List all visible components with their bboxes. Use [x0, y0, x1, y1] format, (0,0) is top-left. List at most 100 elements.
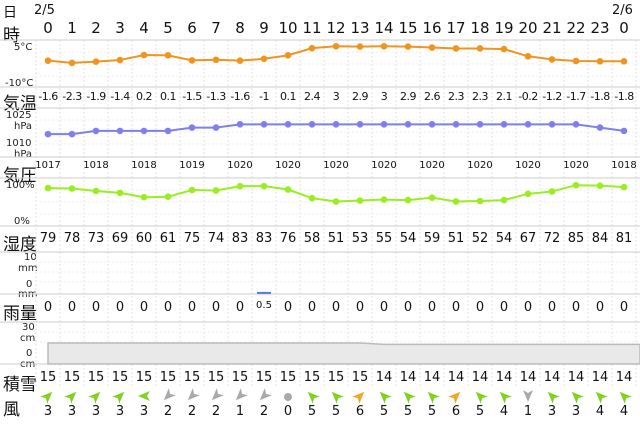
humidity-point: [140, 193, 148, 201]
humidity-value: 83: [255, 231, 273, 246]
wind-speed-value: 3: [91, 404, 101, 419]
snow-value: 15: [135, 370, 153, 385]
rain-value: 0: [619, 300, 629, 315]
wind-direction-icon: [108, 388, 132, 407]
pressure-value: 1020: [419, 160, 445, 171]
humidity-point: [116, 189, 124, 197]
pressure-value: 1020: [371, 160, 397, 171]
humidity-value: 74: [207, 231, 225, 246]
temperature-point: [452, 45, 460, 52]
pressure-point: [212, 124, 220, 131]
temperature-value: -1.4: [110, 90, 130, 103]
snow-value: 15: [327, 370, 345, 385]
temperature-value: -1.8: [614, 90, 634, 103]
pressure-axis-bottom-unit: hPa: [14, 149, 33, 160]
wind-direction-icon: [300, 388, 324, 407]
pressure-point: [44, 130, 52, 138]
temperature-point: [308, 44, 316, 52]
humidity-point: [92, 187, 100, 195]
wind-speed-value: 3: [571, 404, 581, 419]
hour-cell: 0: [43, 19, 53, 37]
snow-value: 15: [255, 370, 273, 385]
wind-speed-value: 3: [547, 404, 557, 419]
humidity-value: 51: [447, 231, 465, 246]
hour-cell: 18: [470, 19, 490, 37]
humidity-point: [236, 182, 244, 190]
rain-value: 0: [523, 300, 533, 315]
hour-cell: 22: [566, 19, 586, 37]
rain-value: 0: [115, 300, 125, 315]
rain-value: 0: [379, 300, 389, 315]
humidity-point: [332, 198, 340, 205]
rain-value: 0: [307, 300, 317, 315]
rain-value: 0: [91, 300, 101, 315]
humidity-axis-bottom: 0%: [14, 216, 30, 227]
rain-axis-top-unit: mm: [18, 263, 38, 274]
humidity-value: 84: [591, 231, 609, 246]
pressure-point: [68, 130, 76, 138]
wind-direction-icon: [132, 388, 156, 407]
hour-cell: 21: [542, 19, 562, 37]
rain-value: 0: [403, 300, 413, 315]
snow-value: 14: [399, 370, 417, 385]
wind-direction-icon: [468, 388, 492, 407]
temperature-value: 2.4: [304, 90, 321, 103]
rain-value: 0: [427, 300, 437, 315]
pressure-axis-bottom: 1010: [6, 138, 32, 149]
snow-value: 15: [279, 370, 297, 385]
humidity-value: 78: [63, 231, 81, 246]
humidity-point: [164, 193, 172, 201]
temperature-value: 0.2: [136, 90, 153, 103]
humidity-point: [452, 198, 460, 205]
temperature-value: 2.6: [424, 90, 441, 103]
humidity-value: 59: [423, 231, 441, 246]
pressure-point: [380, 121, 388, 128]
end-date: 2/6: [612, 3, 633, 18]
temperature-value: 3: [380, 90, 388, 103]
wind-speed-value: 1: [235, 404, 245, 419]
pressure-point: [524, 121, 532, 128]
humidity-value: 60: [135, 231, 153, 246]
rain-value: 0: [595, 300, 605, 315]
day-label: 日: [3, 5, 17, 21]
wind-speed-value: 3: [67, 404, 77, 419]
rain-value: 0.5: [256, 300, 272, 311]
wind-direction-icon: [396, 388, 420, 407]
humidity-value: 55: [375, 231, 393, 246]
rain-value: 0: [331, 300, 341, 315]
snow-value: 14: [423, 370, 441, 385]
wind-speed-value: 2: [211, 404, 221, 419]
temperature-value: -1.6: [38, 90, 58, 103]
pressure-point: [572, 121, 580, 128]
pressure-point: [92, 127, 100, 135]
snow-value: 14: [375, 370, 393, 385]
temperature-point: [188, 57, 196, 64]
wind-direction-icon: [372, 388, 396, 407]
hour-label: 時: [3, 26, 20, 46]
hour-cell: 23: [590, 19, 610, 37]
humidity-value: 58: [303, 231, 321, 246]
pressure-value: 1020: [515, 160, 541, 171]
snow-axis-bottom: 0: [26, 348, 33, 359]
wind-speed-value: 5: [331, 404, 341, 419]
wind-direction-icon: [276, 388, 300, 407]
wind-direction-icon: [420, 388, 444, 407]
humidity-label: 湿度: [3, 235, 37, 255]
wind-direction-icon: [36, 388, 60, 407]
rain-value: 0: [499, 300, 509, 315]
wind-direction-icon: [492, 388, 516, 407]
temperature-point: [116, 56, 124, 64]
humidity-point: [44, 184, 52, 192]
snow-value: 14: [519, 370, 537, 385]
temperature-point: [140, 51, 148, 59]
hour-cell: 2: [91, 19, 101, 37]
temperature-point: [164, 52, 172, 59]
temperature-value: 2.9: [400, 90, 417, 103]
wind-direction-icon: [228, 388, 252, 407]
hour-cell: 12: [326, 19, 346, 37]
humidity-point: [68, 185, 76, 192]
temp-axis-top: 5°C: [14, 42, 33, 53]
temperature-value: -1.8: [590, 90, 610, 103]
wind-direction-icon: [516, 388, 540, 407]
hour-cell: 11: [302, 19, 322, 37]
